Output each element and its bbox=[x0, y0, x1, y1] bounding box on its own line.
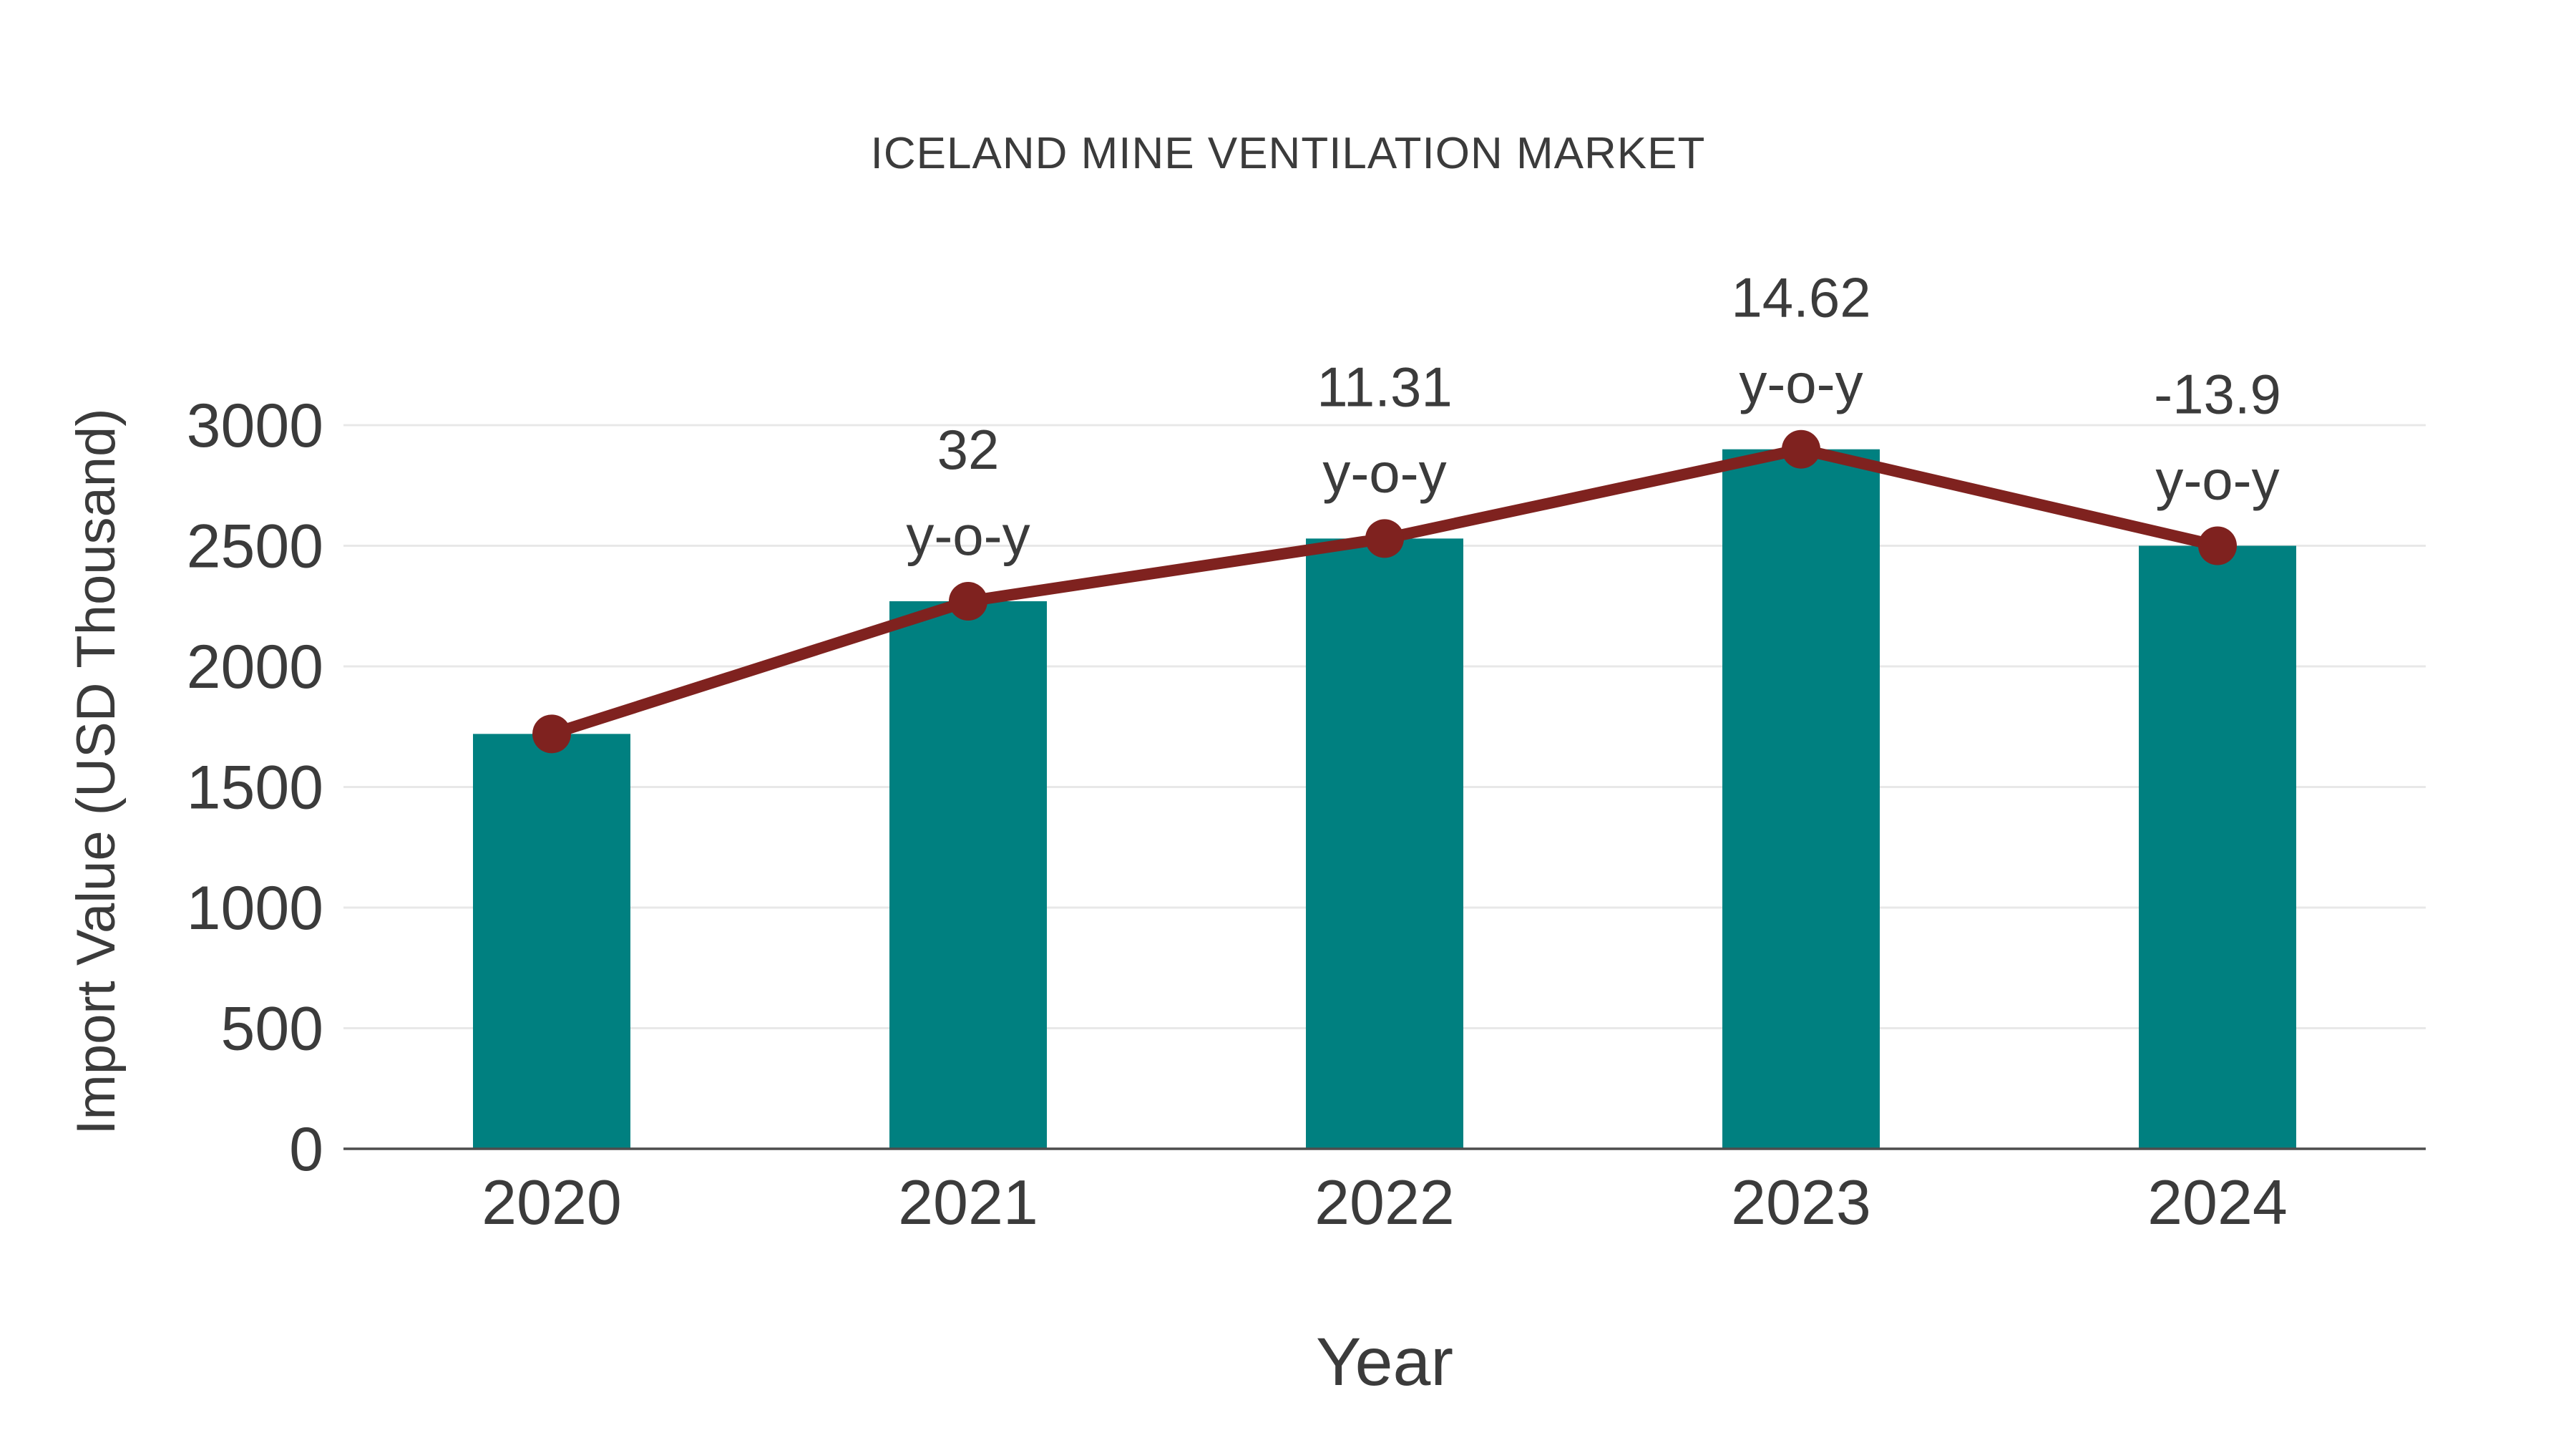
bar-2020 bbox=[473, 734, 630, 1149]
plot-area: 0 500 1000 1500 2000 2500 3000 2020 2021 2022 2023… bbox=[187, 266, 2426, 1238]
bar-2023 bbox=[1722, 449, 1880, 1149]
bar-2021 bbox=[889, 601, 1047, 1149]
annotation-value-2021: 32 bbox=[937, 418, 1000, 481]
bar-2024 bbox=[2139, 545, 2296, 1149]
line-marker-2023 bbox=[1782, 429, 1820, 469]
annotation-suffix-2024: y-o-y bbox=[2155, 449, 2279, 512]
annotation-value-2022: 11.31 bbox=[1317, 355, 1452, 418]
annotation-value-2024: -13.9 bbox=[2154, 363, 2281, 426]
annotation-suffix-2022: y-o-y bbox=[1322, 441, 1446, 504]
line-marker-2022 bbox=[1365, 519, 1404, 558]
y-tick-label-0: 0 bbox=[289, 1115, 323, 1184]
annotation-value-2023: 14.62 bbox=[1731, 266, 1870, 329]
y-tick-label-2000: 2000 bbox=[187, 633, 323, 701]
y-tick-label-2500: 2500 bbox=[187, 512, 323, 581]
chart-title: ICELAND MINE VENTILATION MARKET bbox=[871, 129, 1706, 178]
x-tick-label-2022: 2022 bbox=[1314, 1167, 1455, 1238]
y-axis-title: Import Value (USD Thousand) bbox=[66, 408, 127, 1134]
line-marker-2024 bbox=[2198, 526, 2237, 565]
bar-2022 bbox=[1306, 538, 1463, 1149]
y-tick-label-1500: 1500 bbox=[187, 754, 323, 822]
y-tick-label-1000: 1000 bbox=[187, 874, 323, 943]
x-tick-label-2020: 2020 bbox=[482, 1167, 622, 1238]
line-marker-2021 bbox=[949, 582, 987, 621]
line-marker-2020 bbox=[532, 714, 571, 754]
y-tick-label-3000: 3000 bbox=[187, 392, 323, 460]
x-tick-label-2023: 2023 bbox=[1731, 1167, 1871, 1238]
annotation-suffix-2023: y-o-y bbox=[1739, 352, 1863, 415]
x-tick-label-2024: 2024 bbox=[2147, 1167, 2288, 1238]
annotation-suffix-2021: y-o-y bbox=[906, 504, 1030, 567]
y-tick-label-500: 500 bbox=[221, 995, 324, 1064]
x-axis-title: Year bbox=[1316, 1324, 1453, 1400]
x-tick-label-2021: 2021 bbox=[898, 1167, 1038, 1238]
